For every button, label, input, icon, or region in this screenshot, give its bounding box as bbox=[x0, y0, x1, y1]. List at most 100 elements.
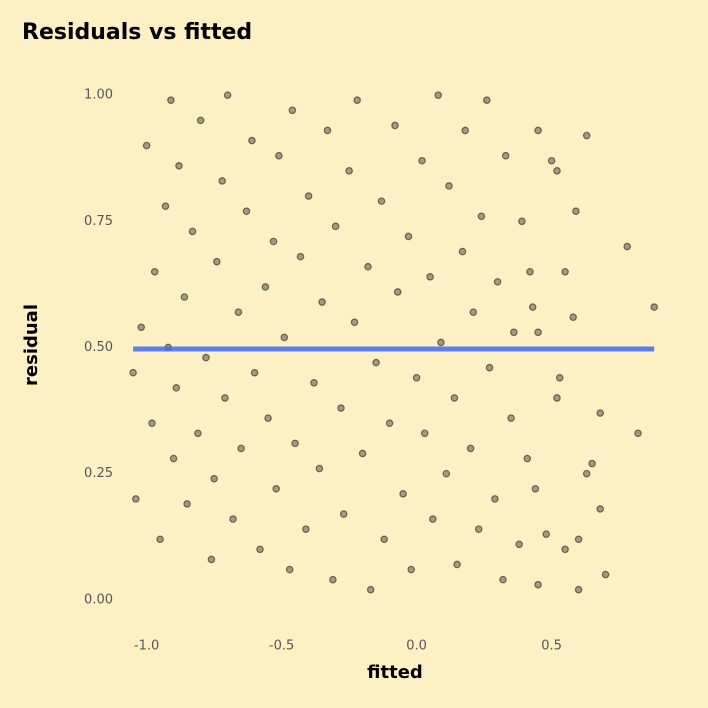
point bbox=[180, 293, 189, 301]
point bbox=[310, 379, 318, 387]
point bbox=[234, 308, 243, 316]
point bbox=[437, 338, 445, 347]
point bbox=[196, 116, 205, 125]
point bbox=[372, 358, 380, 367]
point bbox=[223, 91, 232, 99]
point bbox=[221, 394, 229, 402]
point bbox=[291, 439, 299, 448]
point bbox=[167, 96, 175, 104]
point bbox=[391, 121, 399, 130]
point bbox=[531, 484, 540, 493]
point bbox=[137, 323, 146, 332]
point bbox=[337, 404, 345, 412]
point bbox=[553, 167, 561, 175]
point bbox=[515, 540, 524, 549]
point bbox=[569, 313, 578, 321]
point bbox=[188, 227, 197, 236]
point bbox=[534, 126, 542, 135]
point bbox=[202, 353, 210, 362]
x-tick-label: 0.0 bbox=[406, 639, 427, 654]
point bbox=[434, 91, 443, 99]
point bbox=[358, 449, 367, 458]
point bbox=[420, 429, 429, 438]
point bbox=[261, 283, 270, 291]
point bbox=[194, 429, 202, 438]
chart-title: Residuals vs fitted bbox=[22, 20, 252, 45]
point bbox=[364, 262, 372, 271]
point bbox=[280, 333, 289, 342]
point bbox=[318, 298, 326, 306]
point bbox=[501, 151, 510, 160]
point bbox=[366, 585, 375, 594]
point bbox=[275, 151, 283, 160]
point bbox=[485, 363, 494, 372]
point bbox=[561, 545, 569, 554]
point bbox=[582, 131, 591, 140]
point bbox=[407, 565, 416, 574]
point bbox=[542, 530, 551, 539]
y-axis-title: residual bbox=[21, 304, 42, 386]
point bbox=[248, 136, 256, 145]
point bbox=[553, 394, 561, 402]
point bbox=[237, 444, 245, 453]
point bbox=[169, 454, 178, 463]
point bbox=[304, 192, 313, 200]
point bbox=[323, 126, 332, 135]
point bbox=[534, 328, 542, 337]
point bbox=[450, 394, 459, 402]
point bbox=[150, 267, 159, 276]
point bbox=[210, 474, 218, 483]
point bbox=[523, 454, 532, 463]
point bbox=[353, 96, 362, 104]
point bbox=[445, 182, 453, 190]
point bbox=[399, 490, 407, 498]
point bbox=[218, 177, 227, 185]
y-tick-label: 1.00 bbox=[84, 88, 113, 103]
x-tick-label: -1.0 bbox=[134, 639, 159, 654]
point bbox=[156, 535, 164, 544]
point bbox=[528, 303, 537, 311]
point bbox=[285, 565, 294, 574]
point bbox=[453, 560, 461, 569]
point bbox=[634, 429, 642, 438]
point bbox=[474, 525, 483, 533]
point bbox=[132, 495, 140, 503]
point bbox=[269, 237, 278, 246]
point bbox=[272, 484, 281, 493]
point bbox=[518, 217, 526, 226]
point bbox=[442, 469, 451, 478]
y-tick-label: 0.75 bbox=[84, 214, 113, 229]
point bbox=[461, 126, 470, 135]
point bbox=[302, 525, 310, 533]
point bbox=[477, 212, 486, 221]
point bbox=[526, 267, 534, 276]
point bbox=[377, 197, 386, 205]
y-tick-label: 0.50 bbox=[84, 340, 113, 355]
point bbox=[601, 570, 610, 579]
point bbox=[574, 585, 583, 594]
point bbox=[458, 247, 467, 256]
point bbox=[161, 202, 170, 210]
point bbox=[288, 106, 297, 115]
point bbox=[329, 575, 337, 584]
point bbox=[148, 419, 156, 427]
point bbox=[499, 575, 507, 584]
point bbox=[296, 252, 305, 261]
point bbox=[129, 368, 137, 377]
point bbox=[380, 535, 389, 544]
x-tick-label: -0.5 bbox=[269, 639, 294, 654]
point bbox=[350, 318, 359, 327]
point bbox=[534, 580, 542, 589]
point bbox=[491, 495, 499, 503]
point bbox=[428, 515, 437, 523]
point bbox=[426, 273, 434, 281]
point bbox=[418, 156, 426, 165]
point bbox=[207, 555, 216, 564]
x-tick-label: 0.5 bbox=[541, 639, 562, 654]
point bbox=[466, 444, 475, 453]
point bbox=[250, 368, 259, 377]
point bbox=[547, 156, 556, 165]
point bbox=[242, 207, 251, 216]
